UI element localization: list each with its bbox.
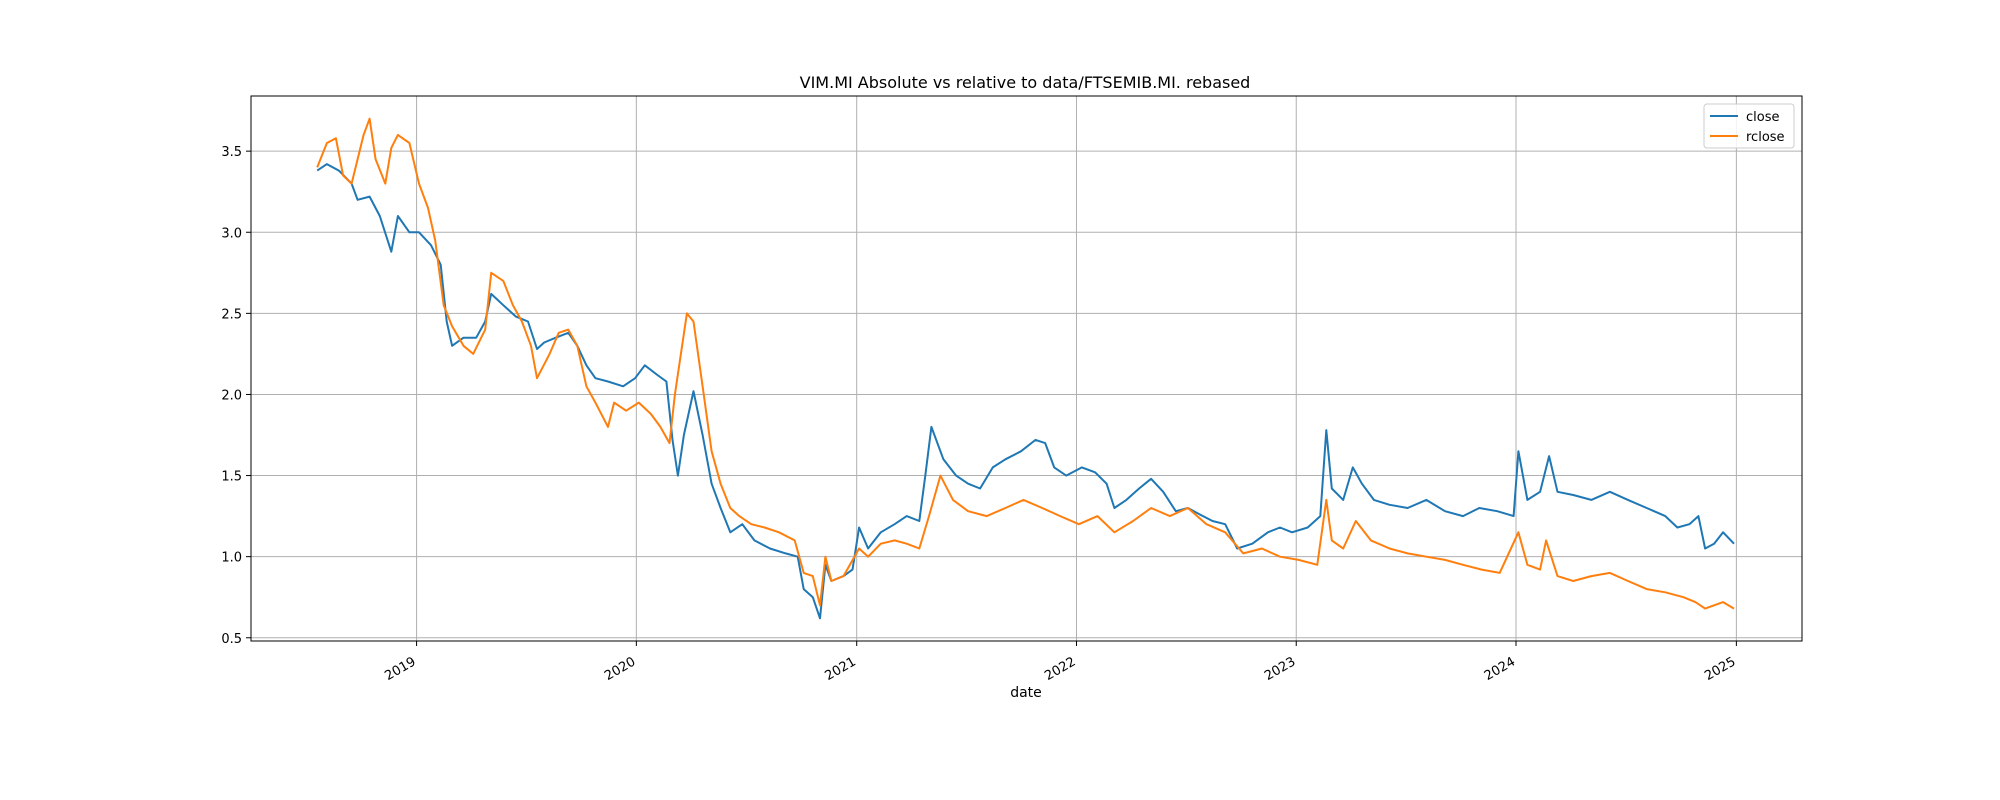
y-tick-label: 3.5 bbox=[221, 145, 242, 160]
y-tick-label: 1.5 bbox=[221, 470, 242, 485]
series-line-close bbox=[316, 163, 1735, 620]
y-tick-label: 1.0 bbox=[221, 551, 242, 566]
plot-area-frame bbox=[250, 95, 1803, 642]
y-axis: 0.5 1.0 1.5 2.0 2.5 3.0 3.5 bbox=[221, 145, 251, 647]
x-tick-label: 2021 bbox=[823, 654, 859, 684]
y-tick-label: 2.0 bbox=[221, 388, 242, 403]
x-tick-label: 2019 bbox=[382, 654, 418, 684]
series-lines bbox=[316, 117, 1735, 620]
y-tick-label: 3.0 bbox=[221, 226, 242, 241]
x-tick-label: 2020 bbox=[602, 654, 638, 684]
grid-lines bbox=[251, 96, 1802, 641]
x-axis: 2019 2020 2021 2022 2023 2024 2025 bbox=[382, 641, 1738, 684]
y-tick-label: 2.5 bbox=[221, 307, 242, 322]
y-tick-label: 0.5 bbox=[221, 632, 242, 647]
chart-title: VIM.MI Absolute vs relative to data/FTSE… bbox=[800, 73, 1251, 92]
x-tick-label: 2024 bbox=[1482, 654, 1518, 684]
x-tick-label: 2022 bbox=[1042, 654, 1078, 684]
legend: close rclose bbox=[1703, 103, 1795, 149]
series-line-rclose bbox=[316, 117, 1735, 610]
x-axis-label: date bbox=[1010, 685, 1042, 701]
x-tick-label: 2025 bbox=[1702, 654, 1738, 684]
legend-label-close: close bbox=[1746, 110, 1779, 125]
x-tick-label: 2023 bbox=[1262, 654, 1298, 684]
legend-label-rclose: rclose bbox=[1746, 130, 1785, 145]
